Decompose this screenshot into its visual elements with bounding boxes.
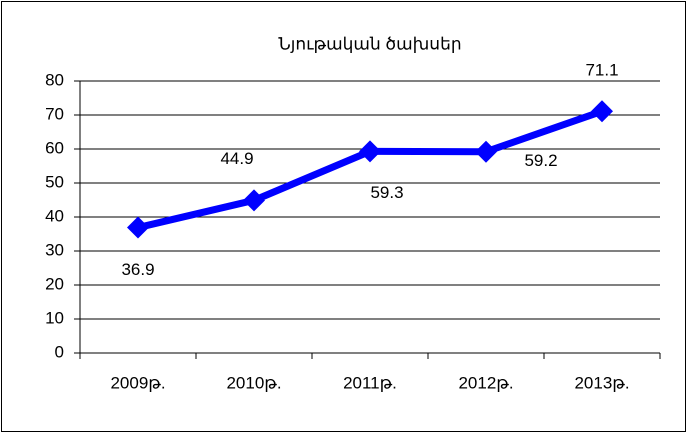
y-tick-label: 10 (45, 308, 64, 327)
data-label: 36.9 (121, 260, 154, 279)
y-tick-label: 80 (45, 70, 64, 89)
x-tick-label: 2013թ. (574, 373, 629, 392)
y-tick-label: 50 (45, 172, 64, 191)
marker (127, 216, 149, 239)
data-label: 71.1 (585, 61, 618, 80)
data-label: 59.3 (370, 183, 403, 202)
y-tick-label: 20 (45, 274, 64, 293)
marker (475, 140, 497, 163)
y-tick-label: 0 (55, 342, 64, 361)
y-tick-label: 40 (45, 206, 64, 225)
y-tick-label: 60 (45, 138, 64, 157)
marker (359, 140, 381, 163)
x-tick-label: 2012թ. (458, 373, 513, 392)
x-tick-label: 2009թ. (110, 373, 165, 392)
y-tick-label: 30 (45, 240, 64, 259)
marker (591, 100, 613, 123)
chart-title: Նյութական ծախսեր (278, 34, 461, 53)
data-label: 44.9 (220, 149, 253, 168)
y-tick-label: 70 (45, 104, 64, 123)
x-tick-label: 2011թ. (343, 373, 397, 392)
x-tick-label: 2010թ. (226, 373, 281, 392)
data-label: 59.2 (524, 151, 557, 170)
marker (243, 189, 265, 212)
